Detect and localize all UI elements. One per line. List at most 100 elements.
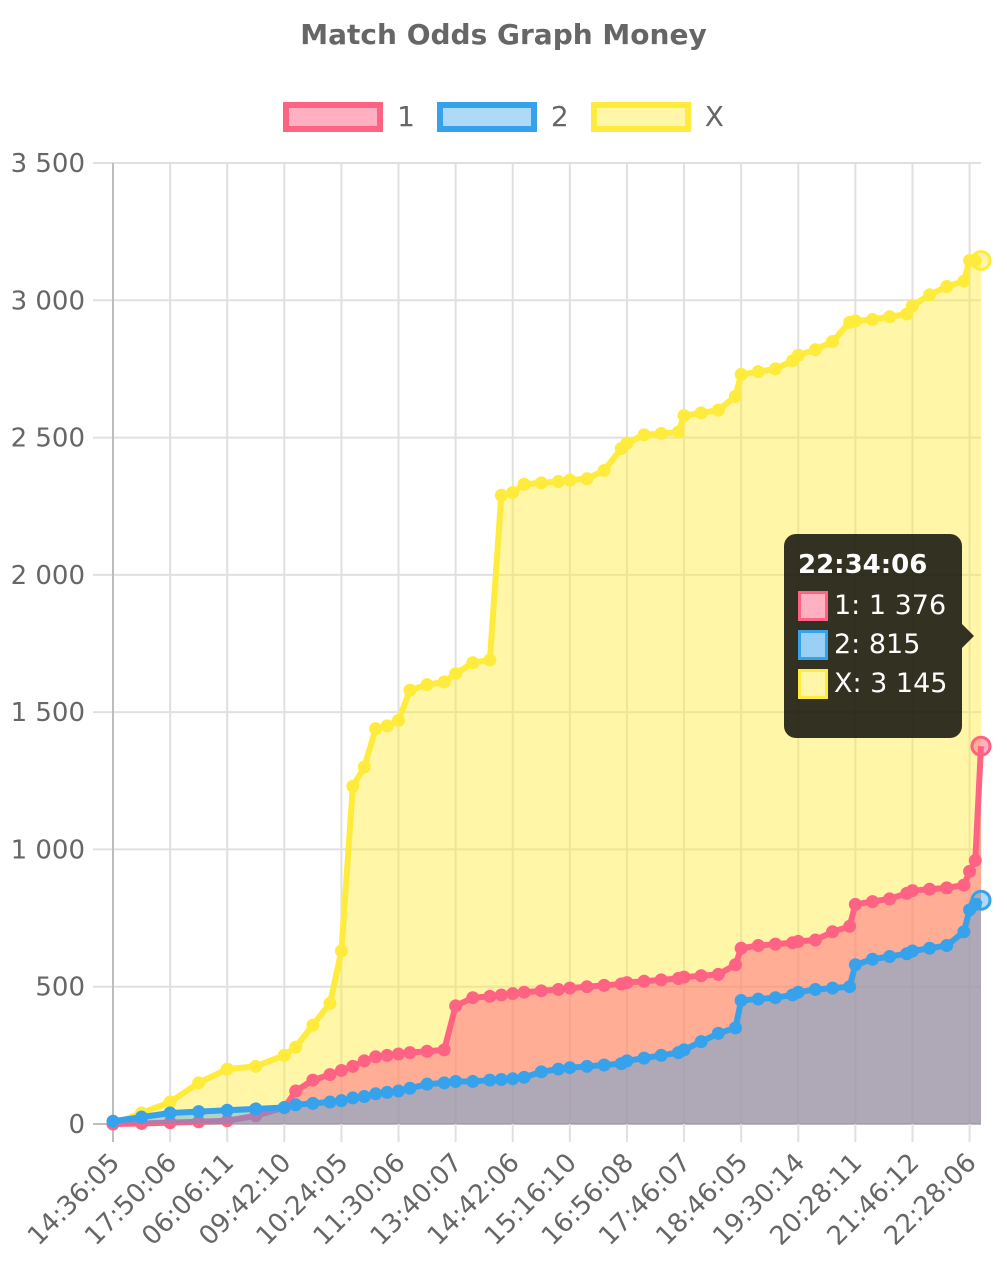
series-2-point [970,889,992,911]
series-2-point [357,1090,371,1104]
series-2-point [306,1096,320,1110]
series-1-point [494,988,508,1002]
legend-item-2[interactable]: 2 [436,100,569,133]
tooltip-swatch-2 [798,629,828,660]
series-2-point [346,1091,360,1105]
series-2-point [826,981,840,995]
series-x-point [420,678,434,692]
series-2-point [768,991,782,1005]
series-2-point [637,1051,651,1065]
series-2-point [751,992,765,1006]
series-2-point [848,958,862,972]
series-2-point [923,941,937,955]
tooltip-text-1: 1: 1 376 [834,590,947,621]
series-x-point [768,362,782,376]
y-tick-label: 2 000 [11,561,85,591]
series-1-point [957,878,971,892]
series-2-point [380,1085,394,1099]
series-x-point [711,403,725,417]
series-2-point [323,1095,337,1109]
series-x-line [111,257,981,1127]
series-x-point [654,426,668,440]
series-1-point [694,969,708,983]
y-tick-label: 500 [35,973,85,1003]
legend-label-1: 1 [397,100,415,133]
series-1-point [734,941,748,955]
series-x-point [597,464,611,478]
series-1-point [654,973,668,987]
series-x-point [580,472,594,486]
tooltip-row-2: 2: 815 [798,629,948,660]
series-1-point [289,1084,303,1098]
series-x-point [620,436,634,450]
series-x-point [728,389,742,403]
series-1-point [357,1054,371,1068]
series-x-point [369,722,383,736]
legend-swatch-1 [283,101,384,132]
legend-label-x: X [704,100,724,133]
series-x-point [494,488,508,502]
series-1-point [768,937,782,951]
series-x-point [694,406,708,420]
series-1-point [968,853,982,867]
tooltip-row-x: X: 3 145 [798,668,948,699]
series-2-point [940,939,954,953]
series-1-point [551,982,565,996]
series-2-point [135,1110,149,1124]
series-2-point [843,980,857,994]
tooltip-swatch-1 [798,590,828,621]
series-1-point [420,1044,434,1058]
y-tick-label: 0 [68,1110,85,1140]
series-2-point [420,1077,434,1091]
series-1-point [843,919,857,933]
series-x-point [970,249,992,271]
series-2-point [620,1054,634,1068]
series-x-point [277,1048,291,1062]
series-2-point [369,1087,383,1101]
series-2-point [534,1065,548,1079]
series-2-point [580,1059,594,1073]
series-x-point [449,667,463,681]
series-1-point [306,1073,320,1087]
series-1-point [392,1047,406,1061]
series-2-point [437,1076,451,1090]
y-tick-label: 3 000 [11,286,85,316]
tooltip-text-2: 2: 815 [834,629,921,660]
series-x-point [517,477,531,491]
series-x-point [380,719,394,733]
series-1-point [751,939,765,953]
tooltip-swatch-x [798,668,828,699]
series-2-point [517,1070,531,1084]
series-1-point [970,735,992,757]
series-x-point [334,944,348,958]
tooltip: 22:34:06 1: 1 376 2: 815 X: 3 145 [784,534,974,738]
series-1-point [563,981,577,995]
series-2-point [506,1072,520,1086]
series-x-point [346,779,360,793]
series-x-point [437,675,451,689]
series-1-point [403,1046,417,1060]
series-x-point [220,1062,234,1076]
series-1-area [113,746,981,1124]
series-x-point [637,428,651,442]
series-x-point [677,409,691,423]
series-1-point [620,976,634,990]
legend-swatch-2 [436,101,537,132]
series-1-point [637,974,651,988]
series-2-point [220,1103,234,1117]
tooltip-title: 22:34:06 [798,550,928,580]
legend-item-1[interactable]: 1 [283,100,415,133]
series-1-point [848,897,862,911]
series-2-point [597,1058,611,1072]
series-1-point [466,991,480,1005]
series-2-point [883,950,897,964]
series-1-point [346,1059,360,1073]
series-x-point [751,365,765,379]
legend-label-2: 2 [550,100,569,133]
series-x-point [940,280,954,294]
series-2-point [163,1106,177,1120]
legend-item-x[interactable]: X [590,100,724,133]
series-1-point [517,985,531,999]
series-1-point [580,980,594,994]
